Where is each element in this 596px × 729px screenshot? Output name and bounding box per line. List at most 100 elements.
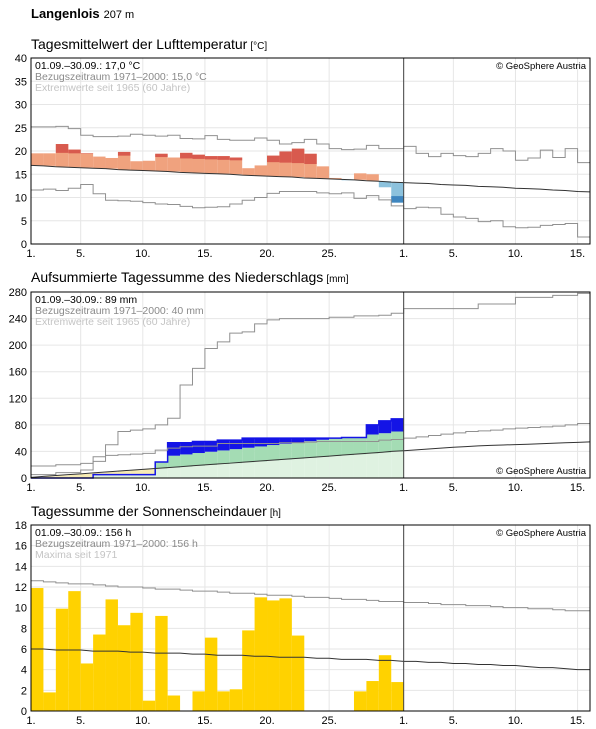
precip-surplus-area [155,462,168,469]
precip-excess-area [192,441,205,454]
legend-entry: Extremwerte seit 1965 (60 Jahre) [35,316,190,328]
sunshine-maxima-line [31,580,591,612]
sunshine-bar [267,600,280,711]
precip-ref-area [242,462,255,478]
legend-entry: 01.09.–30.09.: 89 mm [35,294,137,306]
temperature-hot-bar [279,151,292,163]
x-tick-label: 10. [508,482,523,494]
y-tick-label: 14 [15,561,27,573]
x-tick-label: 10. [508,248,523,260]
precipitation-extreme-max-line [31,421,591,467]
precip-surplus-area [304,441,317,458]
x-tick-label: 10. [135,482,150,494]
temperature-bar [43,153,56,166]
temperature-bar [155,153,168,171]
x-tick-label: 20. [259,482,274,494]
precip-excess-area [229,440,243,450]
precip-deficit-area [105,472,118,475]
x-tick-label: 10. [508,715,523,727]
y-tick-label: 6 [21,644,27,656]
temperature-bar [366,174,379,181]
precip-surplus-area [316,439,330,457]
x-tick-label: 20. [259,715,274,727]
legend-entry: 01.09.–30.09.: 17,0 °C [35,60,141,72]
precip-excess-area [167,442,181,456]
temperature-hot-bar [180,152,193,159]
precip-excess-area [254,438,268,447]
precip-excess-area [378,420,392,434]
precip-ref-area [217,464,230,478]
precip-deficit-area [117,471,131,475]
x-tick-label: 15. [570,248,585,260]
sunshine-bar [80,663,94,711]
temperature-bar [329,177,342,179]
x-tick-label: 5. [449,482,458,494]
precip-surplus-area [229,449,243,464]
y-tick-label: 10 [15,193,27,205]
precip-surplus-area [341,437,354,456]
sunshine-bar [391,682,404,711]
precipitation-reference-line [30,441,591,478]
sunshine-bar [43,692,56,711]
precip-ref-area [93,474,106,478]
precip-ref-area [391,451,404,478]
x-tick-label: 1. [399,482,408,494]
precip-ref-area [167,467,181,478]
precip-surplus-area [291,442,305,459]
legend-entry: Bezugszeitraum 1971–2000: 156 h [35,538,198,550]
x-tick-label: 15. [197,248,212,260]
temperature-hot-bar [117,151,131,156]
temperature-bar [31,153,44,166]
legend-entry: Maxima seit 1971 [35,549,117,561]
precip-ref-area [316,456,330,478]
x-tick-label: 1. [399,715,408,727]
precip-excess-area [316,438,330,440]
x-tick-label: 10. [135,248,150,260]
sunshine-bar [55,608,69,711]
precip-deficit-area [142,469,156,475]
y-tick-label: 35 [15,76,27,88]
sunshine-bar [291,635,305,711]
precip-ref-area [192,465,205,478]
precip-ref-area [180,466,193,478]
precip-ref-area [117,474,131,478]
precip-deficit-area [130,470,143,475]
sunshine-bar [117,625,131,711]
legend-entry: Extremwerte seit 1965 (60 Jahre) [35,82,190,94]
temperature-bar [80,153,94,168]
x-tick-label: 25. [321,248,336,260]
temperature-reference-line [30,164,591,193]
legend-entry: 01.09.–30.09.: 156 h [35,527,131,539]
precip-surplus-area [217,450,230,465]
y-tick-label: 0 [21,239,27,251]
x-tick-label: 25. [321,482,336,494]
sunshine-bar [204,637,218,711]
precip-ref-area [304,457,317,478]
sunshine-bar [93,634,106,711]
temperature-chart: 0 5 10 15 20 25 30 35 40 1. 5. 10. 15. 20. 25. 1. 5. 10. 1… [15,53,591,260]
sunshine-bar [353,691,367,711]
sunshine-bar [167,695,181,711]
temperature-bar [254,165,268,176]
y-tick-label: 200 [9,340,27,352]
temperature-hot-bar [217,156,230,160]
sunshine-bar [254,597,268,711]
y-tick-label: 20 [15,146,27,158]
x-tick-label: 1. [26,715,35,727]
x-tick-label: 10. [135,715,150,727]
temperature-bar [242,168,255,176]
temperature-bar [68,149,81,168]
y-tick-label: 0 [21,706,27,718]
y-tick-label: 2 [21,685,27,697]
sunshine-bar [130,612,143,711]
precip-surplus-area [192,453,205,466]
sunshine-bar [105,599,118,711]
temperature-hot-bar [192,154,205,159]
y-tick-label: 160 [9,367,27,379]
temperature-bar [192,154,205,173]
x-tick-label: 5. [449,715,458,727]
plot-frame [30,524,591,712]
temperature-bar [204,156,218,174]
temperature-extreme-min-line [31,183,591,238]
temperature-cold-bar [391,196,404,203]
